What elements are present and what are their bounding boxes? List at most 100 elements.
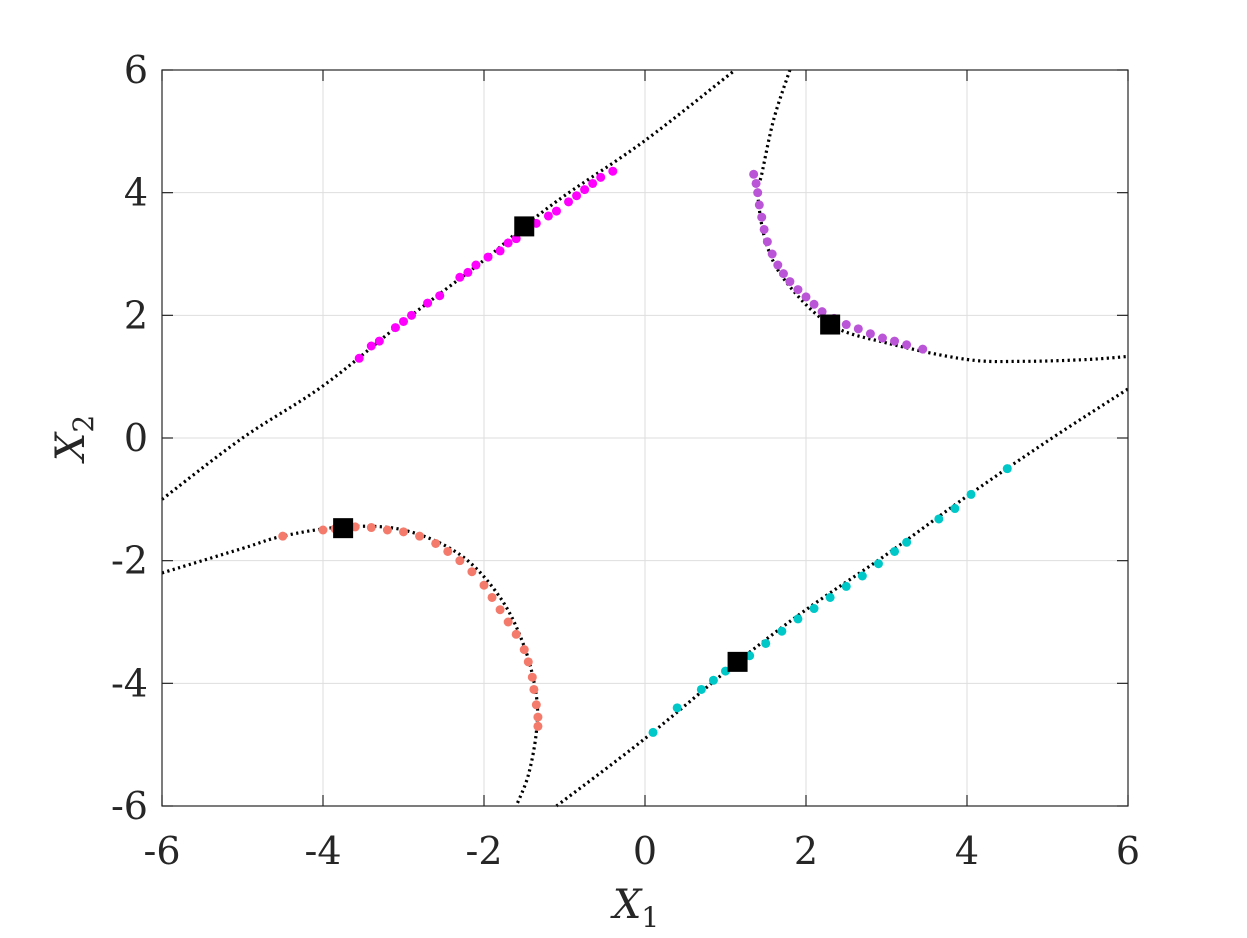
data-point-salmon (487, 592, 497, 602)
data-point-salmon (278, 531, 288, 541)
data-point-orchid (841, 320, 851, 330)
data-point-orchid (853, 324, 863, 334)
data-point-magenta (543, 211, 553, 221)
data-point-magenta (366, 341, 376, 351)
x-tick-label: -4 (304, 829, 341, 873)
data-point-orchid (759, 224, 769, 234)
data-point-cyan (1002, 464, 1012, 474)
x-axis-label-main: X (610, 882, 643, 928)
data-point-orchid (753, 188, 763, 198)
data-point-salmon (415, 531, 425, 541)
data-point-magenta (435, 291, 445, 301)
data-point-salmon (511, 629, 521, 639)
data-point-magenta (608, 166, 618, 176)
x-axis-label: X1 (610, 882, 659, 934)
data-point-orchid (865, 329, 875, 339)
data-points (278, 166, 1012, 737)
data-point-salmon (503, 617, 513, 627)
tick-marks (161, 69, 1129, 807)
data-point-magenta (374, 336, 384, 346)
data-point-cyan (873, 559, 883, 569)
data-point-salmon (455, 556, 465, 566)
x-tick-label: 2 (794, 829, 818, 873)
y-tick-label: 6 (124, 48, 148, 92)
data-point-cyan (696, 684, 706, 694)
x-tick-label: 0 (633, 829, 657, 873)
x-tick-label: 6 (1116, 829, 1140, 873)
y-tick-label: 2 (124, 293, 148, 337)
square-marker (514, 216, 535, 237)
data-point-orchid (749, 169, 759, 179)
y-tick-label: -4 (111, 661, 148, 705)
data-point-cyan (841, 581, 851, 591)
data-point-magenta (423, 298, 433, 308)
dotted-curve (161, 524, 540, 807)
data-point-orchid (778, 269, 788, 279)
data-point-salmon (523, 657, 533, 667)
data-point-salmon (529, 684, 539, 694)
y-tick-label: -6 (111, 784, 148, 828)
square-marker (727, 651, 748, 672)
data-point-cyan (648, 727, 658, 737)
data-point-orchid (877, 333, 887, 343)
data-point-salmon (443, 546, 453, 556)
dotted-curve (755, 69, 1129, 364)
data-point-magenta (354, 353, 364, 363)
data-point-orchid (890, 336, 900, 346)
data-point-magenta (399, 316, 408, 326)
y-tick-label: 4 (124, 171, 148, 215)
data-point-orchid (902, 340, 912, 350)
data-point-orchid (785, 277, 795, 287)
data-point-magenta (390, 323, 400, 333)
y-axis-label-main: X (48, 431, 94, 464)
data-point-magenta (551, 206, 561, 216)
data-point-salmon (382, 525, 392, 535)
data-point-salmon (527, 672, 537, 682)
data-point-magenta (407, 310, 417, 320)
data-point-salmon (366, 523, 376, 533)
data-point-cyan (761, 638, 771, 648)
data-point-cyan (902, 537, 912, 547)
x-tick-label: -6 (143, 829, 180, 873)
y-axis-label: X2 (48, 415, 100, 464)
x-tick-labels: -6 -4 -2 0 2 4 6 (143, 829, 1140, 873)
data-point-cyan (950, 504, 960, 514)
data-point-cyan (672, 703, 682, 713)
x-tick-label: -2 (465, 829, 502, 873)
data-point-orchid (918, 344, 928, 354)
fitted-curves (161, 69, 1129, 808)
data-point-cyan (777, 626, 787, 636)
data-point-magenta (588, 178, 598, 188)
y-axis-label-subscript: 2 (67, 415, 100, 433)
data-point-cyan (793, 614, 803, 624)
data-point-magenta (463, 267, 473, 277)
data-point-salmon (533, 721, 543, 731)
data-point-salmon (495, 605, 505, 615)
data-point-orchid (817, 307, 827, 317)
data-point-salmon (533, 712, 543, 722)
data-point-orchid (762, 237, 772, 247)
square-marker (820, 314, 841, 335)
square-marker (333, 518, 354, 539)
data-point-magenta (455, 272, 465, 282)
data-point-salmon (479, 580, 489, 590)
data-point-salmon (431, 538, 441, 548)
data-point-cyan (890, 546, 900, 556)
data-point-orchid (767, 249, 777, 259)
data-point-cyan (966, 489, 976, 499)
data-point-orchid (793, 285, 803, 295)
data-point-magenta (503, 238, 513, 248)
data-point-salmon (531, 700, 541, 710)
data-point-salmon (399, 527, 408, 537)
data-point-orchid (809, 299, 819, 309)
data-point-magenta (572, 191, 582, 201)
data-point-salmon (467, 567, 477, 577)
data-point-cyan (857, 571, 867, 581)
y-tick-labels: -6 -4 -2 0 2 4 6 (111, 48, 148, 828)
data-point-cyan (809, 604, 819, 614)
square-markers (333, 216, 841, 672)
data-point-salmon (519, 645, 529, 655)
data-point-cyan (934, 514, 944, 524)
data-point-orchid (801, 292, 811, 302)
